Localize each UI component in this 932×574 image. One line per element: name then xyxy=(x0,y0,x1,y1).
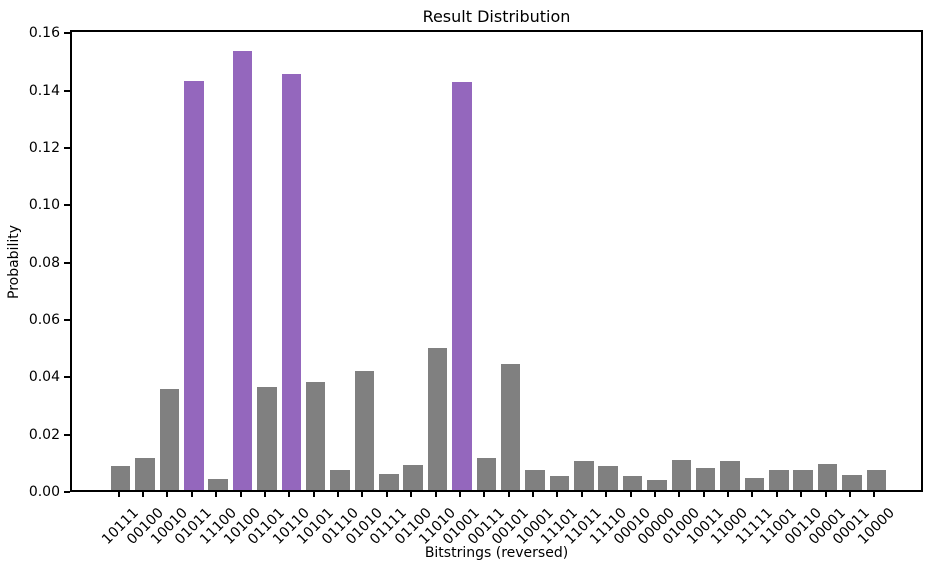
bar-11000 xyxy=(720,461,740,490)
x-tick-mark xyxy=(190,492,193,497)
y-tick-label: 0.00 xyxy=(28,484,60,500)
bar-10001 xyxy=(525,470,545,490)
y-tick-label: 0.08 xyxy=(28,254,60,271)
x-axis-label: Bitstrings (reversed) xyxy=(424,545,569,561)
x-tick-mark xyxy=(117,492,120,497)
bar-11001 xyxy=(769,469,789,490)
x-tick-mark xyxy=(434,492,437,497)
bar-10000 xyxy=(866,470,886,490)
x-tick-mark xyxy=(312,492,315,497)
y-tick-mark xyxy=(64,433,70,436)
bar-00101 xyxy=(500,363,521,490)
bar-00010 xyxy=(622,476,643,490)
x-tick-mark xyxy=(385,492,388,497)
y-tick-label: 0.16 xyxy=(28,25,60,42)
y-tick-mark xyxy=(64,204,70,207)
y-tick-mark xyxy=(64,147,70,150)
y-tick-label: 0.12 xyxy=(28,140,60,157)
x-tick-mark xyxy=(800,492,803,497)
bar-10100 xyxy=(232,50,253,490)
x-tick-mark xyxy=(458,492,461,497)
bar-10011 xyxy=(695,467,716,490)
x-tick-mark xyxy=(702,492,705,497)
x-tick-mark xyxy=(337,492,340,497)
bar-10110 xyxy=(281,73,302,490)
x-tick-mark xyxy=(483,492,486,497)
bar-00111 xyxy=(476,457,497,490)
bar-11011 xyxy=(574,461,594,490)
x-tick-mark xyxy=(848,492,851,497)
bar-01001 xyxy=(452,82,472,490)
y-tick-label: 0.06 xyxy=(28,312,60,329)
bar-01011 xyxy=(184,80,204,490)
y-tick-mark xyxy=(64,319,70,322)
bar-11100 xyxy=(208,478,228,490)
bar-00100 xyxy=(135,457,155,490)
x-tick-mark xyxy=(166,492,169,497)
y-tick-label: 0.14 xyxy=(28,82,60,99)
bar-00110 xyxy=(793,470,813,490)
x-tick-mark xyxy=(653,492,656,497)
x-tick-mark xyxy=(751,492,754,497)
x-tick-mark xyxy=(678,492,681,497)
y-tick-label: 0.02 xyxy=(28,426,60,443)
bar-10111 xyxy=(110,465,131,490)
y-tick-mark xyxy=(64,32,70,35)
x-tick-mark xyxy=(580,492,583,497)
chart-title: Result Distribution xyxy=(422,7,571,26)
bar-01100 xyxy=(403,464,423,490)
y-tick-label: 0.10 xyxy=(28,197,60,214)
x-tick-mark xyxy=(507,492,510,497)
bar-11010 xyxy=(427,347,448,490)
y-tick-mark xyxy=(64,376,70,379)
bar-01110 xyxy=(330,470,350,490)
bar-11110 xyxy=(598,465,618,490)
bar-01010 xyxy=(354,370,375,490)
bar-11101 xyxy=(549,475,570,490)
x-tick-mark xyxy=(605,492,608,497)
x-tick-mark xyxy=(142,492,145,497)
x-tick-mark xyxy=(824,492,827,497)
bar-01000 xyxy=(671,460,692,490)
bar-00011 xyxy=(842,475,862,490)
bar-11111 xyxy=(744,477,765,490)
bar-00001 xyxy=(817,463,838,490)
y-tick-mark xyxy=(64,491,70,493)
x-tick-mark xyxy=(361,492,364,497)
y-tick-mark xyxy=(64,89,70,92)
bar-10101 xyxy=(305,381,326,490)
plot-area xyxy=(70,30,923,492)
x-tick-mark xyxy=(873,492,876,497)
bar-10010 xyxy=(159,388,180,490)
bar-01111 xyxy=(379,473,399,490)
x-tick-mark xyxy=(727,492,730,497)
x-tick-mark xyxy=(239,492,242,497)
x-tick-mark xyxy=(263,492,266,497)
y-tick-label: 0.04 xyxy=(28,369,60,386)
bar-00000 xyxy=(647,479,667,490)
x-tick-mark xyxy=(775,492,778,497)
bar-01101 xyxy=(257,387,277,490)
x-tick-mark xyxy=(288,492,291,497)
y-tick-mark xyxy=(64,261,70,264)
x-tick-mark xyxy=(556,492,559,497)
x-tick-mark xyxy=(215,492,218,497)
x-tick-mark xyxy=(629,492,632,497)
x-tick-mark xyxy=(532,492,535,497)
x-tick-mark xyxy=(410,492,413,497)
